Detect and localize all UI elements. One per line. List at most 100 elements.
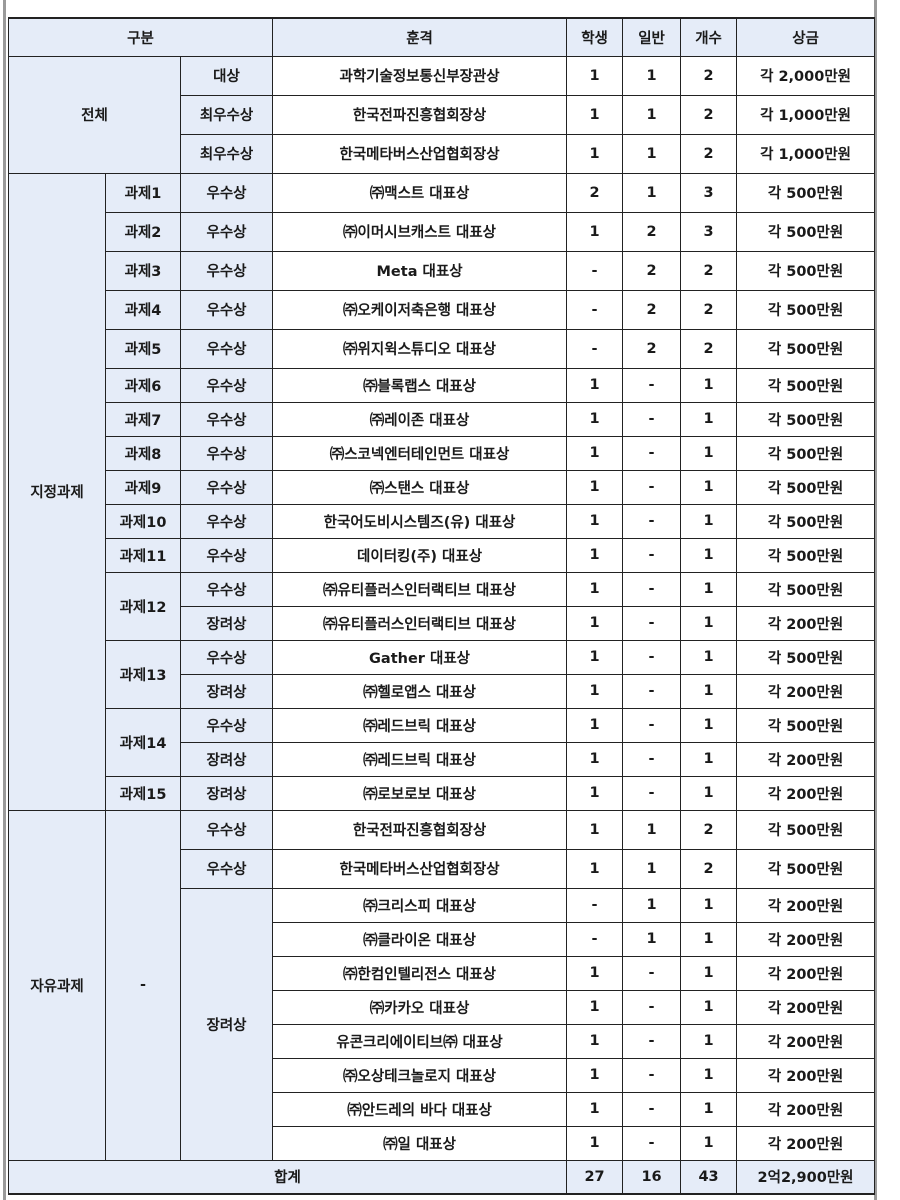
general-count: 2 bbox=[622, 289, 682, 330]
general-count: - bbox=[622, 775, 682, 811]
award-count: 1 bbox=[680, 955, 738, 991]
header-category: 구분 bbox=[7, 17, 274, 57]
award-name: ㈜크리스피 대표상 bbox=[272, 887, 568, 923]
grade-label: 장려상 bbox=[179, 887, 274, 1161]
award-count: 3 bbox=[680, 172, 738, 213]
general-count: - bbox=[622, 1125, 682, 1161]
prize-amount: 각 2,000만원 bbox=[736, 55, 876, 96]
task-label: 과제10 bbox=[105, 503, 181, 539]
award-count: 1 bbox=[680, 1023, 738, 1059]
award-count: 1 bbox=[680, 469, 738, 505]
award-name: Meta 대표상 bbox=[272, 250, 568, 291]
prize-amount: 각 500만원 bbox=[736, 571, 876, 607]
student-count: 1 bbox=[566, 848, 624, 889]
student-count: 1 bbox=[566, 1091, 624, 1127]
grade-label: 우수상 bbox=[179, 328, 274, 369]
table-row: 최우수상 한국전파진흥협회장상 1 1 2 각 1,000만원 bbox=[9, 94, 876, 135]
award-name: ㈜한컴인텔리전스 대표상 bbox=[272, 955, 568, 991]
prize-amount: 각 500만원 bbox=[736, 250, 876, 291]
prize-amount: 각 500만원 bbox=[736, 503, 876, 539]
general-count: - bbox=[622, 989, 682, 1025]
section-label: 전체 bbox=[8, 55, 181, 174]
total-row: 합계 27 16 43 2억2,900만원 bbox=[7, 1159, 876, 1195]
student-count: - bbox=[566, 887, 624, 923]
award-count: 1 bbox=[680, 989, 738, 1025]
grade-label: 장려상 bbox=[179, 775, 274, 811]
award-count: 1 bbox=[680, 775, 738, 811]
award-name: ㈜이머시브캐스트 대표상 bbox=[272, 211, 568, 252]
student-count: - bbox=[566, 250, 624, 291]
general-count: - bbox=[622, 469, 682, 505]
grade-label: 우수상 bbox=[179, 707, 274, 743]
award-name: 데이터킹(주) 대표상 bbox=[272, 537, 568, 573]
student-count: 1 bbox=[566, 639, 624, 675]
award-count: 1 bbox=[680, 503, 738, 539]
prize-amount: 각 500만원 bbox=[736, 537, 876, 573]
general-count: 1 bbox=[622, 133, 682, 174]
award-name: ㈜유티플러스인터랙티브 대표상 bbox=[272, 571, 568, 607]
total-count: 43 bbox=[680, 1159, 738, 1195]
grade-label: 장려상 bbox=[179, 605, 274, 641]
table-row: 과제2 우수상 ㈜이머시브캐스트 대표상 1 2 3 각 500만원 bbox=[9, 211, 876, 252]
grade-label: 우수상 bbox=[179, 289, 274, 330]
table-row: 장려상 ㈜헬로앱스 대표상 1-1 각 200만원 bbox=[9, 673, 876, 709]
award-count: 1 bbox=[680, 639, 738, 675]
task-label: 과제7 bbox=[105, 401, 181, 437]
award-name: 과학기술정보통신부장관상 bbox=[272, 55, 568, 96]
student-count: - bbox=[566, 921, 624, 957]
table-row: 장려상 ㈜크리스피 대표상 -1 1 각 200만원 bbox=[9, 887, 876, 1161]
left-border bbox=[3, 0, 6, 1200]
award-count: 2 bbox=[680, 848, 738, 889]
grade-label: 우수상 bbox=[179, 367, 274, 403]
award-count: 1 bbox=[680, 921, 738, 957]
prize-amount: 각 500만원 bbox=[736, 401, 876, 437]
prize-amount: 각 200만원 bbox=[736, 775, 876, 811]
grade-label: 최우수상 bbox=[179, 94, 274, 135]
header-award: 훈격 bbox=[272, 17, 568, 57]
task-label: 과제9 bbox=[105, 469, 181, 505]
student-count: 1 bbox=[566, 537, 624, 573]
award-name: ㈜레드브릭 대표상 bbox=[272, 741, 568, 777]
award-count: 1 bbox=[680, 401, 738, 437]
award-count: 2 bbox=[680, 55, 738, 96]
total-general: 16 bbox=[622, 1159, 682, 1195]
award-name: 한국어도비시스템즈(유) 대표상 bbox=[272, 503, 568, 539]
award-count: 2 bbox=[680, 328, 738, 369]
general-count: - bbox=[622, 673, 682, 709]
grade-label: 최우수상 bbox=[179, 133, 274, 174]
prize-amount: 각 500만원 bbox=[736, 328, 876, 369]
table-row: 과제9 우수상 ㈜스탠스 대표상 1-1 각 500만원 bbox=[9, 469, 876, 505]
task-label: 과제12 bbox=[105, 571, 181, 641]
general-count: 2 bbox=[622, 328, 682, 369]
header-count: 개수 bbox=[680, 17, 738, 57]
header-prize: 상금 bbox=[736, 17, 876, 57]
student-count: 2 bbox=[566, 172, 624, 213]
grade-label: 우수상 bbox=[179, 571, 274, 607]
prize-amount: 각 200만원 bbox=[736, 605, 876, 641]
total-label: 합계 bbox=[7, 1159, 568, 1195]
table-row: 우수상 한국메타버스산업협회장상 1 1 2 각 500만원 bbox=[9, 848, 876, 889]
award-name: 한국메타버스산업협회장상 bbox=[272, 133, 568, 174]
general-count: - bbox=[622, 1091, 682, 1127]
award-name: ㈜클라이온 대표상 bbox=[272, 921, 568, 957]
header-student: 학생 bbox=[566, 17, 624, 57]
total-student: 27 bbox=[566, 1159, 624, 1195]
header-row: 구분 훈격 학생 일반 개수 상금 bbox=[7, 17, 876, 57]
award-name: ㈜오케이저축은행 대표상 bbox=[272, 289, 568, 330]
task-label: 과제15 bbox=[105, 775, 181, 811]
prize-amount: 각 200만원 bbox=[736, 887, 876, 923]
prize-amount: 각 500만원 bbox=[736, 707, 876, 743]
general-count: - bbox=[622, 741, 682, 777]
award-name: 한국메타버스산업협회장상 bbox=[272, 848, 568, 889]
student-count: 1 bbox=[566, 605, 624, 641]
grade-label: 우수상 bbox=[179, 172, 274, 213]
award-count: 2 bbox=[680, 133, 738, 174]
prize-amount: 각 200만원 bbox=[736, 1125, 876, 1161]
grade-label: 우수상 bbox=[179, 809, 274, 850]
table-row: 과제11 우수상 데이터킹(주) 대표상 1-1 각 500만원 bbox=[9, 537, 876, 573]
award-name: 유콘크리에이티브㈜ 대표상 bbox=[272, 1023, 568, 1059]
table-row: 과제12 우수상 ㈜유티플러스인터랙티브 대표상 1-1 각 500만원 bbox=[9, 571, 876, 641]
general-count: - bbox=[622, 367, 682, 403]
grade-label: 우수상 bbox=[179, 537, 274, 573]
award-count: 2 bbox=[680, 94, 738, 135]
